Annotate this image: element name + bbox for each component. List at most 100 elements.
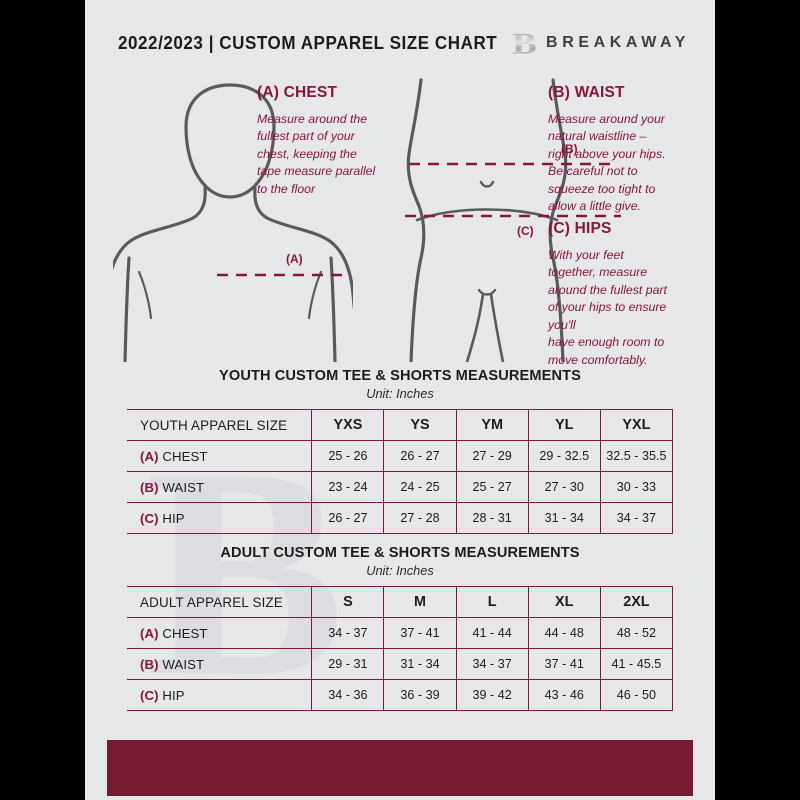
hip-measure-line — [405, 214, 621, 218]
youth-chest-yxl: 32.5 - 35.5 — [599, 440, 674, 472]
youth-chest-ys: 26 - 27 — [383, 440, 457, 472]
row-name: HIP — [162, 510, 185, 526]
youth-hip-ys: 27 - 28 — [383, 502, 457, 534]
youth-chest-ym: 27 - 29 — [455, 440, 529, 472]
row-tag: (A) — [140, 448, 159, 464]
adult-size-label: ADULT APPAREL SIZE — [127, 586, 312, 618]
row-tag: (A) — [140, 625, 159, 641]
adult-size-table: ADULT APPAREL SIZE S M L XL 2XL (A) CHES… — [127, 586, 674, 711]
lower-body-figure — [406, 78, 568, 362]
row-tag: (C) — [140, 510, 159, 526]
youth-table-unit: Unit: Inches — [366, 386, 434, 401]
youth-hip-yl: 31 - 34 — [527, 502, 601, 534]
adult-chest-m: 37 - 41 — [383, 617, 457, 649]
youth-hip-ym: 28 - 31 — [455, 502, 529, 534]
table-row: (A) CHEST 34 - 37 37 - 41 41 - 44 44 - 4… — [127, 617, 674, 649]
youth-row-chest-label: (A) CHEST — [127, 440, 312, 472]
youth-waist-yxs: 23 - 24 — [311, 471, 385, 503]
adult-size-s: S — [311, 586, 385, 618]
youth-hip-yxl: 34 - 37 — [599, 502, 674, 534]
adult-row-hip-label: (C) HIP — [127, 679, 312, 711]
adult-size-section: ADULT CUSTOM TEE & SHORTS MEASUREMENTS U… — [127, 545, 674, 711]
row-tag: (B) — [140, 656, 159, 672]
info-body-hips: With your feet together, measure around … — [548, 248, 667, 367]
size-chart-page: B 2022/2023 | CUSTOM APPAREL SIZE CHART … — [85, 0, 715, 800]
youth-row-hip-label: (C) HIP — [127, 502, 312, 534]
adult-size-m: M — [383, 586, 457, 618]
youth-chest-yxs: 25 - 26 — [311, 440, 385, 472]
adult-size-2xl: 2XL — [599, 586, 674, 618]
chest-measure-line — [217, 273, 343, 277]
youth-size-yxl: YXL — [599, 409, 674, 441]
row-name: CHEST — [162, 625, 208, 641]
adult-table-unit: Unit: Inches — [366, 563, 434, 578]
adult-hip-m: 36 - 39 — [383, 679, 457, 711]
row-name: WAIST — [162, 656, 205, 672]
adult-size-l: L — [455, 586, 529, 618]
table-row: (C) HIP 26 - 27 27 - 28 28 - 31 31 - 34 … — [127, 502, 674, 534]
youth-size-ys: YS — [383, 409, 457, 441]
adult-waist-m: 31 - 34 — [383, 648, 457, 680]
youth-waist-ys: 24 - 25 — [383, 471, 457, 503]
breakaway-logo-icon: B — [512, 25, 537, 61]
info-title-hips: (C) HIPS — [548, 220, 612, 237]
adult-row-chest-label: (A) CHEST — [127, 617, 312, 649]
youth-row-waist-label: (B) WAIST — [127, 471, 312, 503]
youth-size-yxs: YXS — [311, 409, 385, 441]
info-title-waist: (B) WAIST — [548, 84, 625, 101]
row-name: HIP — [162, 687, 185, 703]
chest-measure-label: (A) — [286, 252, 303, 266]
table-row: (C) HIP 34 - 36 36 - 39 39 - 42 43 - 46 … — [127, 679, 674, 711]
page-title: 2022/2023 | CUSTOM APPAREL SIZE CHART — [118, 32, 498, 53]
youth-table-title: YOUTH CUSTOM TEE & SHORTS MEASUREMENTS — [219, 368, 581, 384]
hip-measure-label: (C) — [517, 224, 534, 238]
info-body-chest: Measure around the fullest part of your … — [257, 112, 376, 196]
table-row: (A) CHEST 25 - 26 26 - 27 27 - 29 29 - 3… — [127, 440, 674, 472]
footer-bar — [107, 740, 693, 796]
info-title-chest: (A) CHEST — [257, 84, 338, 101]
adult-hip-s: 34 - 36 — [311, 679, 385, 711]
youth-size-ym: YM — [455, 409, 529, 441]
measurement-diagrams: (A) (B) (C) (A) CHEST Measure around the… — [85, 72, 715, 367]
brand-lockup: B BREAKAWAY — [512, 25, 690, 61]
youth-size-yl: YL — [527, 409, 601, 441]
table-header-row: YOUTH APPAREL SIZE YXS YS YM YL YXL — [127, 409, 674, 441]
adult-chest-l: 41 - 44 — [455, 617, 529, 649]
adult-table-title: ADULT CUSTOM TEE & SHORTS MEASUREMENTS — [220, 545, 580, 561]
adult-waist-l: 34 - 37 — [455, 648, 529, 680]
youth-waist-yxl: 30 - 33 — [599, 471, 674, 503]
youth-waist-ym: 25 - 27 — [455, 471, 529, 503]
upper-body-figure — [113, 83, 353, 362]
row-name: CHEST — [162, 448, 208, 464]
brand-name: BREAKAWAY — [546, 34, 690, 51]
info-block-waist: (B) WAIST Measure around your natural wa… — [548, 84, 698, 216]
adult-waist-2xl: 41 - 45.5 — [599, 648, 674, 680]
table-row: (B) WAIST 29 - 31 31 - 34 34 - 37 37 - 4… — [127, 648, 674, 680]
adult-chest-xl: 44 - 48 — [527, 617, 601, 649]
youth-hip-yxs: 26 - 27 — [311, 502, 385, 534]
table-header-row: ADULT APPAREL SIZE S M L XL 2XL — [127, 586, 674, 618]
waist-measure-line — [409, 162, 615, 166]
waist-measure-label: (B) — [561, 142, 578, 156]
youth-waist-yl: 27 - 30 — [527, 471, 601, 503]
row-name: WAIST — [162, 479, 205, 495]
info-block-hips: (C) HIPS With your feet together, measur… — [548, 220, 698, 369]
adult-hip-2xl: 46 - 50 — [599, 679, 674, 711]
adult-hip-l: 39 - 42 — [455, 679, 529, 711]
adult-hip-xl: 43 - 46 — [527, 679, 601, 711]
row-tag: (C) — [140, 687, 159, 703]
youth-size-section: YOUTH CUSTOM TEE & SHORTS MEASUREMENTS U… — [127, 368, 674, 534]
info-block-chest: (A) CHEST Measure around the fullest par… — [257, 84, 417, 198]
youth-size-label: YOUTH APPAREL SIZE — [127, 409, 312, 441]
adult-chest-2xl: 48 - 52 — [599, 617, 674, 649]
page-header: 2022/2023 | CUSTOM APPAREL SIZE CHART B … — [85, 26, 715, 60]
youth-size-table: YOUTH APPAREL SIZE YXS YS YM YL YXL (A) … — [127, 409, 674, 534]
table-row: (B) WAIST 23 - 24 24 - 25 25 - 27 27 - 3… — [127, 471, 674, 503]
adult-row-waist-label: (B) WAIST — [127, 648, 312, 680]
info-body-waist: Measure around your natural waistline – … — [548, 112, 666, 214]
adult-waist-s: 29 - 31 — [311, 648, 385, 680]
adult-waist-xl: 37 - 41 — [527, 648, 601, 680]
adult-chest-s: 34 - 37 — [311, 617, 385, 649]
adult-size-xl: XL — [527, 586, 601, 618]
youth-chest-yl: 29 - 32.5 — [527, 440, 601, 472]
